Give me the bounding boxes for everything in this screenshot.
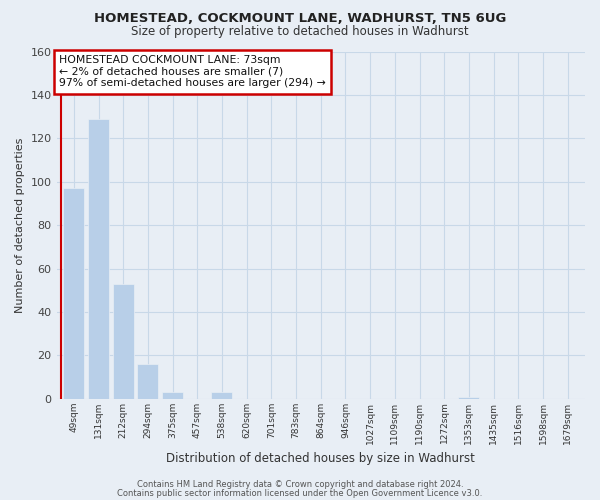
Y-axis label: Number of detached properties: Number of detached properties	[15, 138, 25, 313]
Text: Size of property relative to detached houses in Wadhurst: Size of property relative to detached ho…	[131, 25, 469, 38]
Bar	[211, 392, 232, 399]
Bar	[162, 392, 183, 399]
X-axis label: Distribution of detached houses by size in Wadhurst: Distribution of detached houses by size …	[166, 452, 475, 465]
Text: HOMESTEAD, COCKMOUNT LANE, WADHURST, TN5 6UG: HOMESTEAD, COCKMOUNT LANE, WADHURST, TN5…	[94, 12, 506, 26]
Bar	[458, 396, 479, 399]
Bar	[64, 188, 85, 399]
Text: Contains HM Land Registry data © Crown copyright and database right 2024.: Contains HM Land Registry data © Crown c…	[137, 480, 463, 489]
Bar	[88, 119, 109, 399]
Text: HOMESTEAD COCKMOUNT LANE: 73sqm
← 2% of detached houses are smaller (7)
97% of s: HOMESTEAD COCKMOUNT LANE: 73sqm ← 2% of …	[59, 55, 326, 88]
Bar	[113, 284, 134, 399]
Text: Contains public sector information licensed under the Open Government Licence v3: Contains public sector information licen…	[118, 488, 482, 498]
Bar	[137, 364, 158, 399]
